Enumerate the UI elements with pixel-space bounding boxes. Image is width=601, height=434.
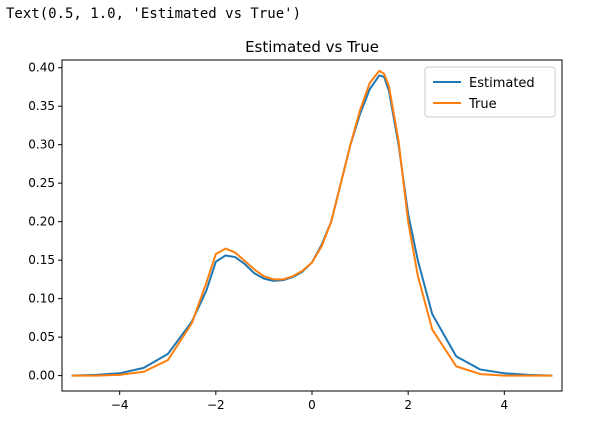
cell-output-text: Text(0.5, 1.0, 'Estimated vs True') — [6, 6, 302, 22]
x-tick-label: 2 — [404, 398, 412, 412]
x-tick-label: −2 — [207, 398, 225, 412]
legend-box — [424, 66, 556, 118]
legend: Estimated True — [424, 66, 556, 118]
legend-label-estimated: Estimated — [469, 76, 535, 91]
x-tick-label: 0 — [308, 398, 316, 412]
y-tick-label: 0.35 — [28, 99, 55, 113]
legend-label-true: True — [468, 97, 497, 112]
axes: −4 −2 0 2 4 0.00 0.05 0.10 0.15 0.20 0.25 0.30 0.35 0… — [28, 59, 563, 412]
y-tick-label: 0.25 — [28, 176, 55, 190]
y-tick-label: 0.20 — [28, 215, 55, 229]
series-line-true — [71, 69, 553, 377]
y-tick-label: 0.05 — [28, 330, 55, 344]
x-tick-label: −4 — [111, 398, 129, 412]
chart-title: Estimated vs True — [245, 38, 379, 56]
series-line-estimated — [71, 74, 553, 377]
x-tick-label: 4 — [500, 398, 508, 412]
y-tick-label: 0.40 — [28, 61, 55, 75]
y-tick-label: 0.15 — [28, 253, 55, 267]
y-tick-label: 0.30 — [28, 138, 55, 152]
y-tick-label: 0.10 — [28, 292, 55, 306]
y-tick-label: 0.00 — [28, 369, 55, 383]
plot-area — [71, 69, 553, 377]
